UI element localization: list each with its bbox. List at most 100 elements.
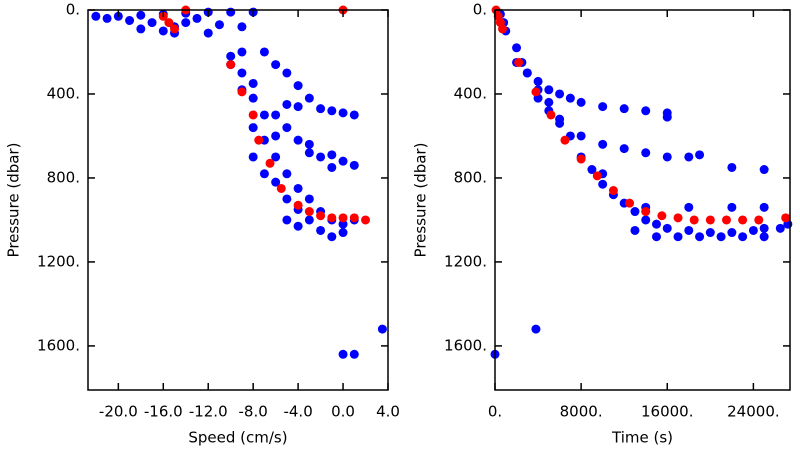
point [338,219,348,229]
point [651,219,661,229]
point [338,228,348,238]
point [759,232,769,242]
point [271,60,281,70]
plot-frame [87,9,389,391]
x-tick-label: 16000. [641,403,694,421]
point [695,150,705,160]
point [587,165,597,175]
point [619,104,629,114]
point [754,215,764,225]
point [705,215,715,225]
point [641,106,651,116]
point [555,89,565,99]
point [673,213,683,223]
point [282,99,292,109]
point [125,15,135,25]
point [721,215,731,225]
point [662,223,672,233]
point [136,10,146,20]
x-tick-label: 0. [488,403,502,421]
point [248,152,258,162]
x-tick-label: -20.0 [99,403,138,421]
point [226,60,236,70]
point [282,68,292,78]
point [498,24,508,34]
point [282,194,292,204]
y-axis-label: Pressure (dbar) [412,143,430,258]
point [598,139,608,149]
x-tick-label: -12.0 [189,403,228,421]
x-axis-label: Time (s) [611,429,673,447]
point [514,57,524,67]
point [598,102,608,112]
point [192,13,202,23]
point [576,131,586,141]
point [349,160,359,170]
point [276,183,286,193]
x-tick-label: -4.0 [283,403,312,421]
y-tick-label: 800. [47,168,80,186]
point [91,11,101,21]
point [576,154,586,164]
point [727,202,737,212]
point [673,232,683,242]
point [377,324,387,334]
y-axis-label: Pressure (dbar) [5,143,23,258]
point [555,118,565,128]
point [560,135,570,145]
y-tick-label: 1600. [37,336,80,354]
point [203,28,213,38]
point [102,13,112,23]
y-tick-label: 1600. [444,336,487,354]
point [304,139,314,149]
y-tick-label: 1200. [37,252,80,270]
point [316,104,326,114]
point [522,68,532,78]
x-tick-label: -16.0 [144,403,183,421]
point [641,207,651,217]
point [293,81,303,91]
point [327,213,337,223]
point [293,183,303,193]
point [237,47,247,57]
point [705,228,715,238]
point [248,93,258,103]
point [282,123,292,133]
point [619,144,629,154]
point [684,152,694,162]
point [781,213,791,223]
point [748,225,758,235]
point [759,202,769,212]
point [136,24,146,34]
point [327,162,337,172]
point [338,156,348,166]
point [327,232,337,242]
plot-frame [494,9,791,391]
point [271,131,281,141]
point [544,85,554,95]
y-tick-label: 800. [454,168,487,186]
point [147,18,157,28]
point [293,102,303,112]
x-tick-label: -8.0 [239,403,268,421]
point [316,152,326,162]
point [237,68,247,78]
point [630,207,640,217]
point [349,349,359,359]
point [349,110,359,120]
point [248,110,258,120]
point [565,93,575,103]
point [164,18,174,28]
x-tick-label: 4.0 [376,403,400,421]
point [271,152,281,162]
point [657,211,667,221]
point [304,148,314,158]
point [316,211,326,221]
point [546,110,556,120]
point [651,232,661,242]
x-tick-label: 0.0 [331,403,355,421]
y-tick-label: 0. [66,1,80,19]
point [181,18,191,28]
